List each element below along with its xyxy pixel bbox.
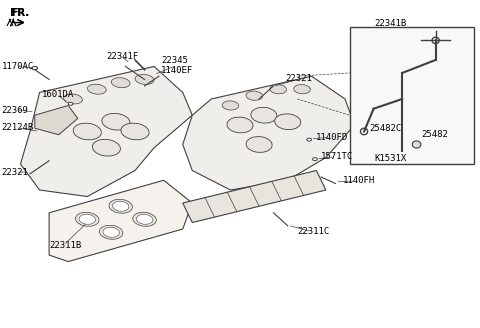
Text: 22124B: 22124B [1, 123, 34, 132]
Ellipse shape [312, 158, 317, 161]
Ellipse shape [222, 101, 239, 110]
Text: 22321: 22321 [285, 74, 312, 83]
Ellipse shape [246, 91, 263, 100]
Ellipse shape [111, 78, 130, 88]
Text: 22321: 22321 [1, 168, 28, 177]
Ellipse shape [75, 212, 99, 226]
Text: 1140FD: 1140FD [316, 133, 348, 141]
Ellipse shape [109, 199, 132, 213]
Ellipse shape [92, 139, 120, 156]
Ellipse shape [307, 138, 312, 141]
Text: FR.: FR. [11, 8, 29, 18]
Text: 25482C: 25482C [369, 124, 401, 133]
Polygon shape [35, 106, 78, 135]
Ellipse shape [136, 214, 153, 224]
Text: 1170AC: 1170AC [1, 62, 34, 71]
Polygon shape [21, 67, 192, 196]
Text: FR.: FR. [10, 8, 29, 18]
Ellipse shape [32, 67, 37, 70]
Text: 1601DA: 1601DA [42, 90, 74, 99]
Polygon shape [183, 171, 326, 222]
Ellipse shape [135, 74, 154, 84]
Ellipse shape [360, 128, 368, 135]
Text: 22345
1140EF: 22345 1140EF [161, 56, 193, 75]
Ellipse shape [103, 227, 120, 237]
Text: 25482: 25482 [421, 130, 448, 139]
Ellipse shape [227, 117, 253, 133]
Text: 22341B: 22341B [374, 19, 407, 28]
Text: 22311C: 22311C [297, 227, 329, 236]
Ellipse shape [102, 113, 130, 130]
Bar [350, 28, 474, 164]
Ellipse shape [246, 136, 272, 153]
Text: 22341F: 22341F [107, 51, 139, 61]
Ellipse shape [68, 102, 73, 105]
Ellipse shape [412, 141, 421, 148]
Ellipse shape [73, 123, 101, 140]
Ellipse shape [275, 114, 301, 130]
Ellipse shape [79, 214, 96, 224]
Text: 1571TC: 1571TC [321, 152, 353, 161]
Ellipse shape [133, 212, 156, 226]
Ellipse shape [99, 225, 123, 239]
Ellipse shape [121, 123, 149, 140]
Polygon shape [183, 76, 355, 190]
Ellipse shape [270, 85, 287, 94]
Ellipse shape [294, 85, 311, 94]
Text: 22311B: 22311B [49, 241, 82, 250]
Ellipse shape [63, 94, 83, 104]
Text: 22369: 22369 [1, 106, 28, 114]
Ellipse shape [112, 201, 129, 211]
Polygon shape [49, 180, 192, 261]
Ellipse shape [432, 37, 439, 44]
Text: K1531X: K1531X [374, 154, 407, 163]
Ellipse shape [87, 84, 106, 94]
Ellipse shape [251, 107, 277, 123]
Text: 1140FH: 1140FH [343, 176, 375, 185]
